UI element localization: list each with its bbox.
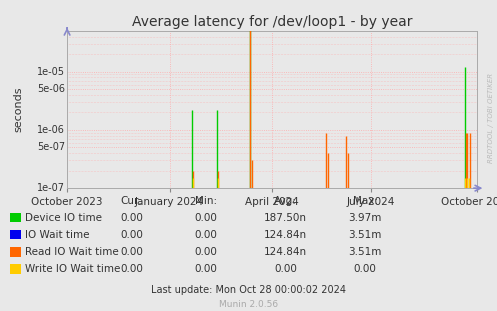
Text: 0.00: 0.00 (195, 213, 218, 223)
Text: 0.00: 0.00 (120, 264, 143, 274)
Text: 3.51m: 3.51m (348, 230, 382, 240)
Title: Average latency for /dev/loop1 - by year: Average latency for /dev/loop1 - by year (132, 15, 413, 29)
Text: Device IO time: Device IO time (25, 213, 102, 223)
Text: 0.00: 0.00 (120, 213, 143, 223)
Y-axis label: seconds: seconds (13, 87, 23, 132)
Text: Max:: Max: (353, 196, 378, 206)
Text: Min:: Min: (195, 196, 217, 206)
Text: 1e-07: 1e-07 (37, 183, 65, 193)
Text: 0.00: 0.00 (354, 264, 377, 274)
Text: 124.84n: 124.84n (264, 247, 307, 257)
Text: 3.51m: 3.51m (348, 247, 382, 257)
Text: Cur:: Cur: (121, 196, 143, 206)
Text: 0.00: 0.00 (120, 247, 143, 257)
Text: Last update: Mon Oct 28 00:00:02 2024: Last update: Mon Oct 28 00:00:02 2024 (151, 285, 346, 295)
Text: 187.50n: 187.50n (264, 213, 307, 223)
Text: Write IO Wait time: Write IO Wait time (25, 264, 120, 274)
Text: Avg:: Avg: (274, 196, 297, 206)
Text: 5e-06: 5e-06 (37, 84, 65, 94)
Text: 5e-07: 5e-07 (37, 142, 65, 152)
Text: RRDTOOL / TOBI OETIKER: RRDTOOL / TOBI OETIKER (488, 73, 494, 163)
Text: IO Wait time: IO Wait time (25, 230, 89, 240)
Text: 0.00: 0.00 (274, 264, 297, 274)
Text: 0.00: 0.00 (195, 230, 218, 240)
Text: 0.00: 0.00 (120, 230, 143, 240)
Text: 3.97m: 3.97m (348, 213, 382, 223)
Text: Read IO Wait time: Read IO Wait time (25, 247, 119, 257)
Text: Munin 2.0.56: Munin 2.0.56 (219, 300, 278, 309)
Text: 124.84n: 124.84n (264, 230, 307, 240)
Text: 1e-05: 1e-05 (37, 67, 65, 77)
Text: 0.00: 0.00 (195, 247, 218, 257)
Text: 0.00: 0.00 (195, 264, 218, 274)
Text: 1e-06: 1e-06 (37, 125, 65, 135)
